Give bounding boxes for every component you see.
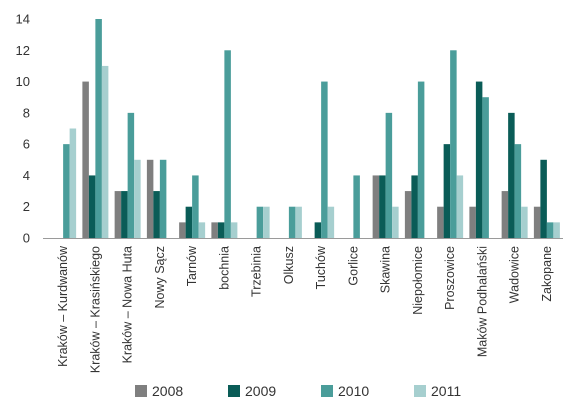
bar-2009-10 (379, 175, 386, 238)
y-tick-label: 0 (23, 231, 30, 246)
x-category-label: bochnia (217, 246, 231, 290)
bar-2010-8 (321, 81, 328, 238)
bar-2010-7 (288, 206, 296, 238)
x-category-label: Gorlice (346, 246, 360, 286)
bar-2010-10 (385, 112, 393, 238)
bar-2010-4 (192, 175, 199, 238)
y-tick-label: 8 (23, 105, 30, 120)
bar-2009-14 (508, 112, 515, 238)
x-category-label: Proszowice (443, 246, 457, 310)
bar-2010-5 (224, 50, 231, 238)
bar-2011-10 (392, 206, 399, 238)
bar-2008-1 (82, 81, 89, 238)
bar-2008-12 (437, 206, 444, 238)
bar-2010-12 (450, 50, 457, 238)
y-tick-label: 4 (23, 168, 30, 183)
bar-2008-3 (146, 159, 154, 238)
x-category-label: Trzebinia (250, 246, 264, 297)
legend-swatch-2008 (135, 385, 147, 397)
x-category-label: Skawina (379, 246, 393, 293)
bar-2009-12 (443, 144, 451, 238)
bar-2010-15 (546, 222, 554, 238)
legend: 2008 2009 2010 2011 (135, 383, 461, 399)
legend-swatch-2009 (228, 385, 240, 397)
y-tick-label: 12 (16, 43, 30, 58)
legend-label-2009: 2009 (245, 383, 276, 399)
bar-2009-11 (411, 175, 418, 238)
bar-2008-13 (469, 206, 476, 238)
bar-2010-11 (417, 81, 425, 238)
x-category-label: Kraków – Nowa Huta (121, 246, 135, 363)
bar-2011-5 (230, 222, 238, 238)
bar-2011-15 (553, 222, 560, 238)
bar-2008-14 (501, 191, 509, 238)
bar-2011-8 (327, 206, 335, 238)
bar-2009-13 (475, 81, 483, 238)
x-category-label: Olkusz (282, 246, 296, 284)
y-tick-label: 2 (23, 199, 30, 214)
legend-swatch-2010 (321, 385, 333, 397)
bar-2011-4 (198, 222, 206, 238)
bar-2011-6 (263, 206, 270, 238)
bar-2009-2 (121, 191, 128, 238)
x-category-label: Kraków – Krasińskiego (88, 246, 102, 373)
bar-2010-6 (256, 206, 264, 238)
bar-2009-4 (185, 206, 193, 238)
legend-label-2010: 2010 (338, 383, 369, 399)
bar-2010-9 (353, 175, 360, 238)
x-category-label: Niepołomice (411, 246, 425, 315)
bar-2011-7 (295, 206, 302, 238)
x-category-label: Tarnów (185, 245, 199, 286)
y-axis: 0 2 4 6 8 10 12 14 (16, 12, 30, 246)
bar-2008-10 (372, 175, 380, 238)
bar-2010-1 (95, 19, 102, 238)
y-tick-label: 14 (16, 12, 30, 27)
y-tick-label: 10 (16, 74, 30, 89)
bar-2011-0 (69, 128, 77, 238)
y-tick-label: 6 (23, 137, 30, 152)
x-category-label: Wadowice (508, 246, 522, 303)
x-category-label: Maków Podhalański (475, 246, 489, 357)
bar-2009-5 (217, 222, 225, 238)
bar-2008-5 (211, 222, 218, 238)
bar-2009-1 (88, 175, 96, 238)
bar-2011-12 (456, 175, 464, 238)
bar-2010-3 (159, 159, 167, 238)
bar-2010-2 (127, 112, 135, 238)
x-category-label: Kraków – Kurdwanów (56, 245, 70, 367)
bar-2009-8 (314, 222, 322, 238)
bar-2010-13 (482, 97, 489, 239)
bar-2010-14 (514, 144, 522, 238)
x-axis-labels: Kraków – Kurdwanów Kraków – Krasińskiego K… (56, 245, 554, 373)
bar-2009-15 (540, 159, 547, 238)
bar-2008-11 (404, 191, 412, 238)
legend-label-2008: 2008 (152, 383, 183, 399)
x-category-label: Nowy Sącz (153, 246, 167, 309)
bars-group (63, 19, 560, 239)
bar-2009-3 (153, 191, 160, 238)
x-category-label: Tuchów (314, 245, 328, 289)
bar-2008-4 (179, 222, 186, 238)
x-category-label: Zakopane (540, 246, 554, 302)
bar-2008-2 (114, 191, 122, 238)
bar-2011-2 (134, 159, 141, 238)
legend-label-2011: 2011 (431, 383, 461, 399)
bar-2008-15 (533, 206, 541, 238)
legend-swatch-2011 (414, 385, 426, 397)
bar-2011-14 (521, 206, 528, 238)
bar-2011-1 (101, 65, 109, 239)
bar-2010-0 (63, 144, 70, 238)
